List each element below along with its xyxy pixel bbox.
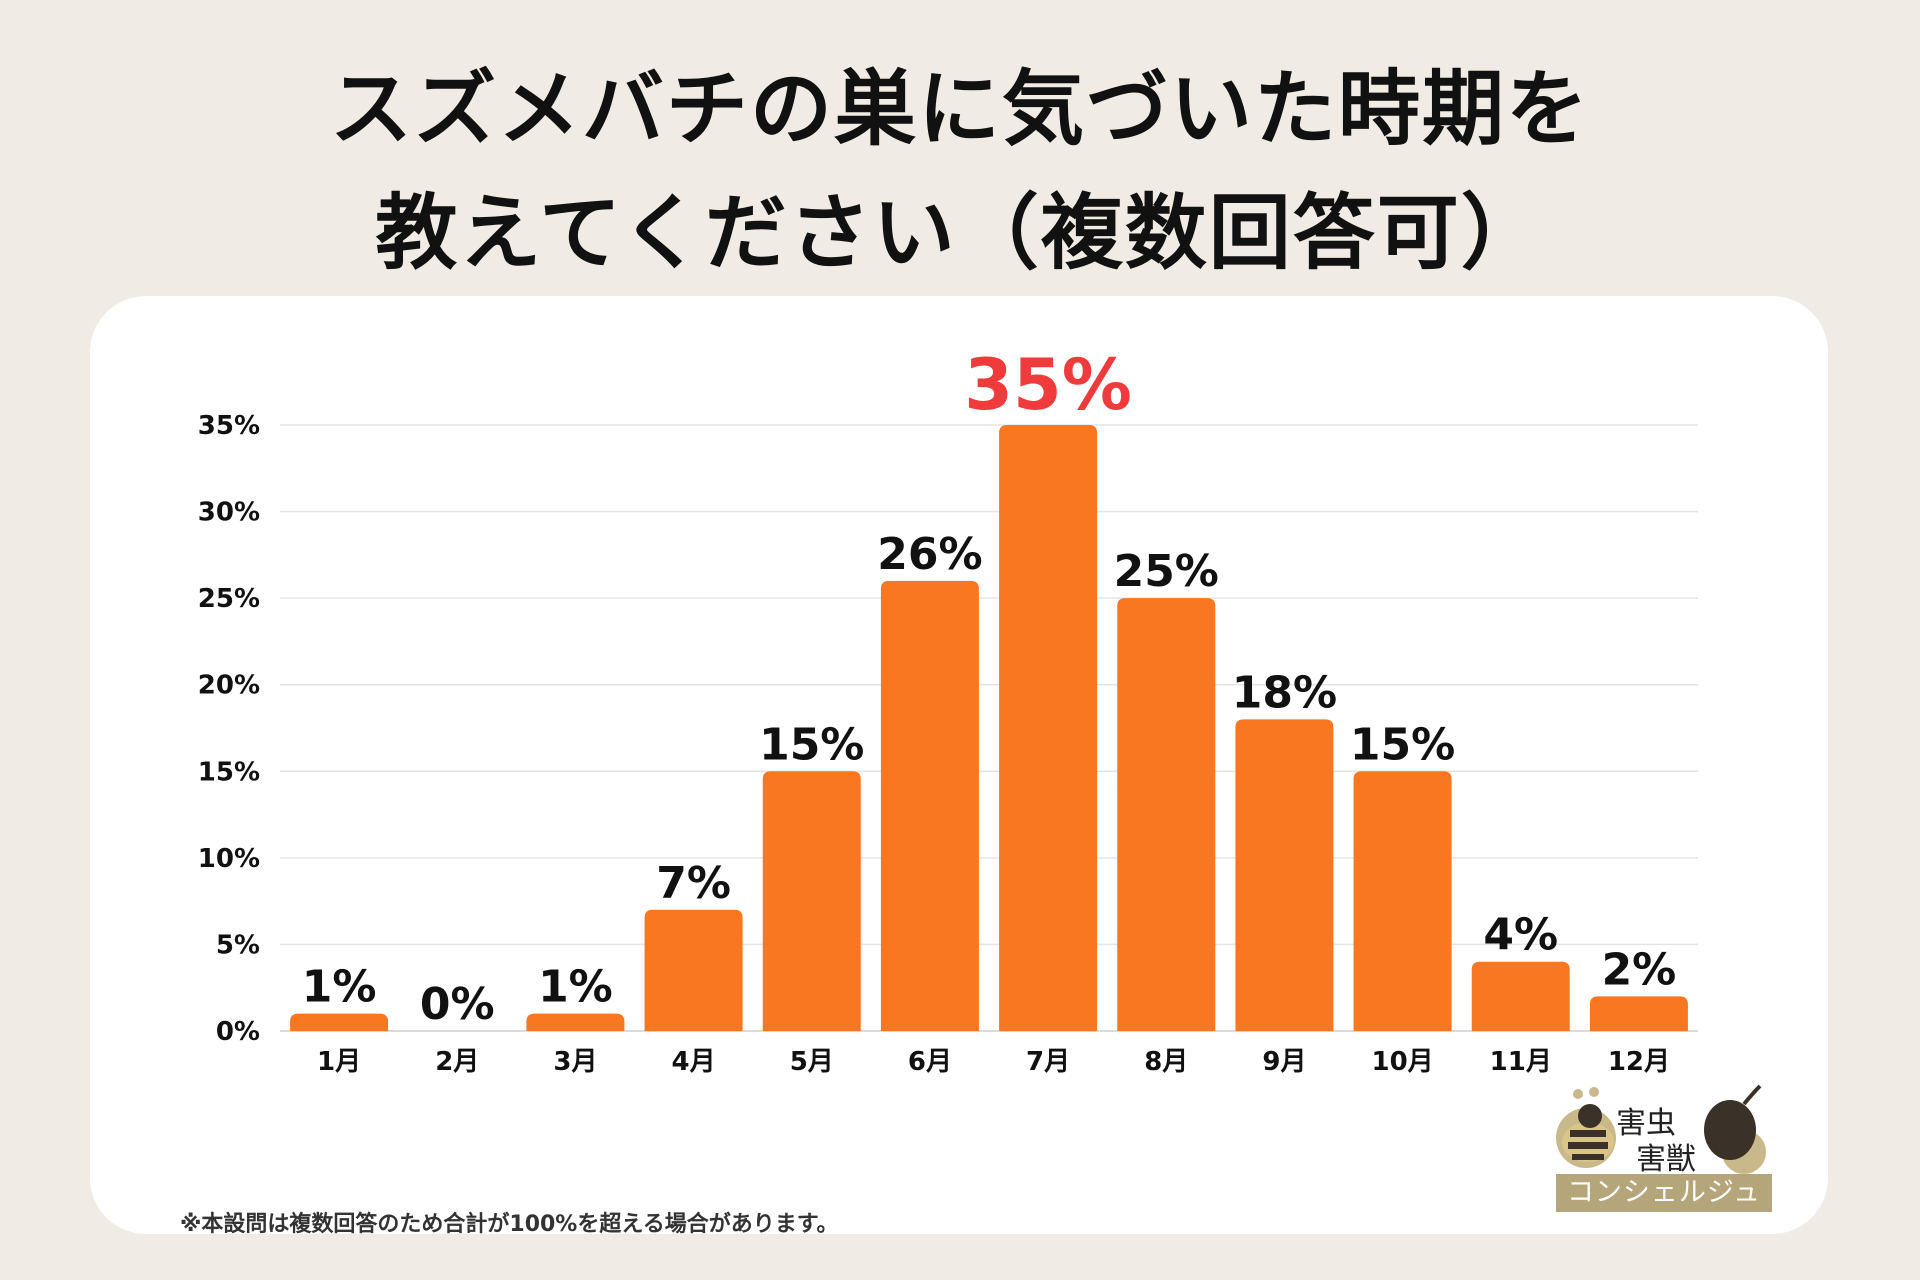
- logo-band: コンシェルジュ: [1556, 1174, 1772, 1212]
- y-tick-label: 15%: [198, 757, 260, 787]
- data-label: 15%: [759, 719, 864, 770]
- data-label: 7%: [656, 858, 731, 909]
- x-tick-label: 7月: [1026, 1047, 1070, 1077]
- bar-1月: [290, 1013, 389, 1031]
- mouse-icon: [1704, 1084, 1766, 1174]
- y-tick-label: 0%: [216, 1017, 260, 1047]
- x-tick-label: 4月: [672, 1047, 716, 1077]
- title-line-2: 教えてください（複数回答可）: [375, 186, 1545, 281]
- bar-8月: [1117, 598, 1216, 1031]
- bar-7月: [999, 425, 1098, 1031]
- y-tick-label: 30%: [198, 498, 260, 528]
- bar-11月: [1471, 961, 1570, 1031]
- x-tick-label: 5月: [790, 1047, 834, 1077]
- data-label: 4%: [1483, 910, 1558, 961]
- x-tick-label: 2月: [435, 1047, 479, 1077]
- data-label: 1%: [302, 962, 377, 1013]
- data-label: 2%: [1602, 944, 1677, 995]
- data-label: 0%: [420, 979, 495, 1030]
- bar-9月: [1235, 719, 1334, 1031]
- bar-12月: [1589, 996, 1688, 1031]
- y-tick-label: 35%: [198, 411, 260, 441]
- y-tick-label: 25%: [198, 584, 260, 614]
- x-tick-label: 10月: [1371, 1047, 1433, 1077]
- bar-10月: [1353, 771, 1452, 1031]
- x-tick-label: 8月: [1144, 1047, 1188, 1077]
- data-label: 1%: [538, 962, 613, 1013]
- data-label: 25%: [1114, 546, 1219, 597]
- data-label: 15%: [1350, 719, 1455, 770]
- x-tick-label: 9月: [1262, 1047, 1306, 1077]
- title-line-1: スズメバチの巣に気づいた時期を: [329, 62, 1590, 157]
- y-tick-label: 20%: [198, 671, 260, 701]
- y-tick-label: 10%: [198, 844, 260, 874]
- footnote: ※本設問は複数回答のため合計が100%を超える場合があります。: [180, 1212, 839, 1237]
- x-tick-label: 1月: [317, 1047, 361, 1077]
- logo-text-line-1: 害虫: [1616, 1106, 1676, 1141]
- bee-icon: [1556, 1087, 1616, 1168]
- x-tick-label: 6月: [908, 1047, 952, 1077]
- logo-graphic: [1556, 1084, 1766, 1174]
- bar-3月: [526, 1013, 625, 1031]
- y-tick-label: 5%: [216, 930, 260, 960]
- chart-title: スズメバチの巣に気づいた時期を 教えてください（複数回答可）: [0, 48, 1920, 296]
- data-label: 26%: [877, 529, 982, 580]
- logo-text-line-2: 害獣: [1636, 1142, 1696, 1177]
- bar-4月: [644, 909, 743, 1031]
- brand-logo: 害虫 害獣 コンシェルジュ: [1548, 1082, 1774, 1212]
- data-label: 18%: [1232, 667, 1337, 718]
- x-tick-label: 11月: [1490, 1047, 1552, 1077]
- x-tick-label: 3月: [553, 1047, 597, 1077]
- bar-5月: [762, 771, 861, 1031]
- bar-6月: [880, 580, 979, 1031]
- data-label: 35%: [964, 344, 1132, 426]
- x-tick-label: 12月: [1608, 1047, 1670, 1077]
